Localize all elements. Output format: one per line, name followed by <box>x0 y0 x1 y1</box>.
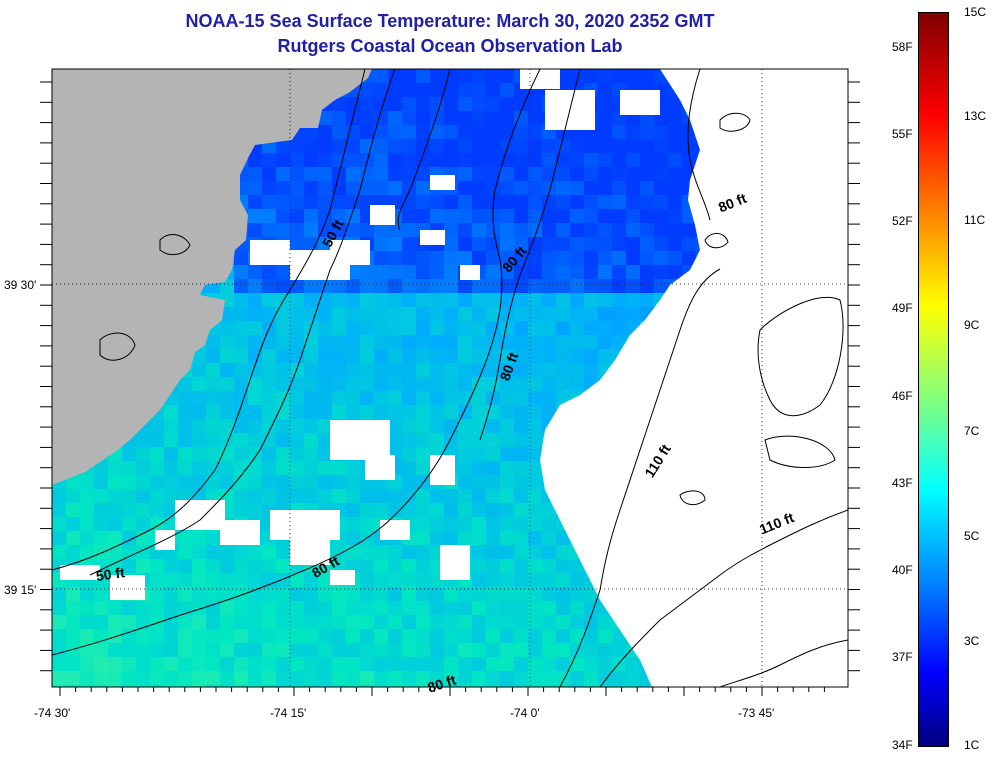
colorbar-f-58: 58F <box>892 40 913 54</box>
lat-label-39-30: 39 30' <box>4 278 37 292</box>
lon-label-74-30: -74 30' <box>34 706 71 720</box>
lon-label-73-45: -73 45' <box>738 706 775 720</box>
map-subtitle: Rutgers Coastal Ocean Observation Lab <box>277 36 623 56</box>
lon-label-74-0: -74 0' <box>510 706 540 720</box>
colorbar-c-11: 11C <box>964 213 986 227</box>
colorbar-f-55: 55F <box>892 127 913 141</box>
lat-label-39-15: 39 15' <box>4 583 37 597</box>
colorbar-c-9: 9C <box>964 318 980 332</box>
cloud-mask <box>60 69 848 687</box>
lon-label-74-15: -74 15' <box>270 706 307 720</box>
colorbar-f-49: 49F <box>892 301 913 315</box>
colorbar-c-13: 13C <box>964 109 987 123</box>
colorbar-c-5: 5C <box>964 529 980 543</box>
colorbar-c-7: 7C <box>964 424 980 438</box>
colorbar-f-37: 37F <box>892 650 913 664</box>
colorbar-c-15: 15C <box>964 5 987 19</box>
colorbar-c-3: 3C <box>964 634 980 648</box>
colorbar-f-34: 34F <box>892 738 913 752</box>
depth-contours <box>52 69 848 687</box>
map-title: NOAA-15 Sea Surface Temperature: March 3… <box>185 11 715 31</box>
colorbar-f-43: 43F <box>892 476 913 490</box>
temperature-colorbar <box>918 12 949 747</box>
map-grid <box>52 69 848 687</box>
colorbar-f-52: 52F <box>892 214 913 228</box>
colorbar-f-46: 46F <box>892 389 913 403</box>
land-mass <box>52 69 372 485</box>
axis-ticks <box>40 81 860 696</box>
colorbar-c-1: 1C <box>964 738 980 752</box>
colorbar-f-40: 40F <box>892 563 913 577</box>
